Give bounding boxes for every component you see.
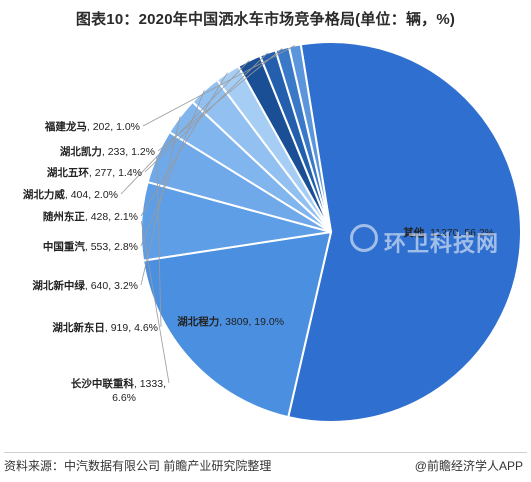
- slice-label-7: 随州东正, 428, 2.1%: [43, 210, 138, 223]
- leader-line-10: [157, 48, 283, 152]
- leader-line-11: [142, 45, 295, 127]
- watermark: 环卫科技网: [384, 231, 500, 256]
- slice-label-11: 福建龙马, 202, 1.0%: [44, 120, 140, 133]
- slice-label-3: 长沙中联重科, 1333, 6.6%: [71, 377, 166, 404]
- slice-label-8: 湖北力威, 404, 2.0%: [23, 188, 118, 201]
- pie-slice-2: [142, 230, 333, 419]
- slice-label-9: 湖北五环, 277, 1.4%: [47, 166, 142, 179]
- slice-label-1: 其他, 11270, 56.2%: [403, 226, 494, 239]
- watermark-logo-icon: [350, 224, 378, 252]
- footer-divider: [4, 452, 527, 473]
- leader-line-8: [120, 60, 250, 195]
- leader-line-7: [140, 72, 228, 217]
- slice-label-4: 湖北新东日, 919, 4.6%: [52, 321, 158, 334]
- pie-slices: [140, 41, 522, 423]
- leader-line-6: [140, 90, 205, 247]
- pie-slice-1: [287, 41, 522, 423]
- slice-label-6: 中国重汽, 553, 2.8%: [43, 240, 138, 253]
- leader-line-3: [140, 221, 170, 384]
- leader-line-9: [144, 52, 268, 173]
- leader-lines: [120, 45, 295, 384]
- slice-label-2: 湖北程力, 3809, 19.0%: [177, 315, 284, 328]
- pie-slice-11: [287, 43, 332, 233]
- source-note: 资料来源：中汽数据有限公司 前瞻产业研究院整理: [4, 459, 272, 473]
- brand-credit: @前瞻经济学人APP: [414, 459, 523, 473]
- chart-title: 图表10：2020年中国洒水车市场竞争格局(单位：辆，%): [75, 11, 456, 28]
- leader-line-4: [156, 156, 162, 328]
- slice-label-10: 湖北凯力, 233, 1.2%: [60, 145, 155, 158]
- pie-labels: 其他, 11270, 56.2% 湖北程力, 3809, 19.0% 长沙中联重科,…: [23, 120, 494, 404]
- slice-label-5: 湖北新中绿, 640, 3.2%: [32, 279, 138, 292]
